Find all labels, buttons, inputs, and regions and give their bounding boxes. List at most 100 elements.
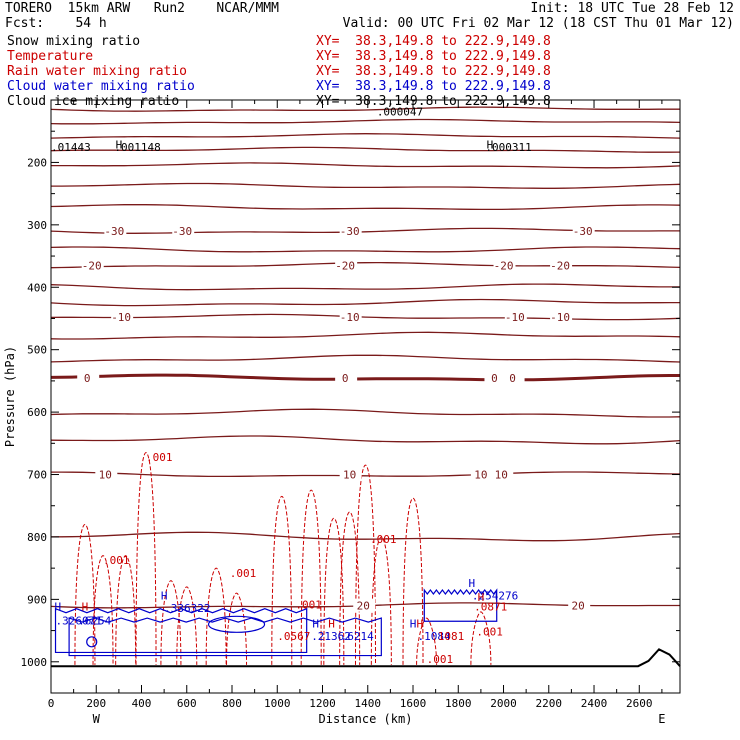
isotherm-label: -30	[573, 225, 593, 238]
isotherm-line	[50, 373, 680, 382]
cloud-contour	[68, 617, 382, 657]
cloud-contour	[423, 588, 498, 622]
rain-contours	[74, 452, 492, 665]
background-isotherms	[50, 106, 681, 542]
background-isotherm	[50, 408, 681, 418]
rain-contour	[205, 567, 227, 665]
y-tick-label: 200	[27, 156, 47, 169]
field-xy-snow: XY= 38.3,149.8 to 222.9,149.8	[316, 34, 551, 49]
x-tick-label: 600	[177, 697, 197, 710]
isotherm-label-bg	[353, 598, 376, 612]
snow-label: .000311	[485, 141, 531, 154]
isotherm-label-bg	[484, 370, 507, 384]
cloud-label: .21362	[311, 630, 351, 643]
x-tick-label: 200	[86, 697, 106, 710]
background-isotherm	[50, 435, 681, 445]
maximum-label: .0871	[474, 601, 507, 614]
field-label-cloud-ice: Cloud ice mixing ratio	[7, 94, 180, 109]
isotherm-line	[50, 261, 681, 269]
isotherm-label-bg	[339, 310, 362, 324]
high-marker: H	[54, 601, 61, 614]
cloud-label: .1084	[418, 630, 451, 643]
isotherm-label-bg	[550, 258, 573, 272]
snow-label: .01443	[51, 141, 91, 154]
isotherm-label-bg	[111, 310, 134, 324]
field-xy-cloud-water: XY= 38.3,149.8 to 222.9,149.8	[316, 79, 551, 94]
x-tick-label: 1600	[400, 697, 427, 710]
rain-contour	[370, 536, 392, 665]
field-xy-cloud-ice: XY= 38.3,149.8 to 222.9,149.8	[316, 94, 551, 109]
rain-contour	[402, 497, 424, 665]
isotherm-label: 10	[474, 469, 487, 482]
rain-contour	[300, 489, 322, 665]
x-tick-label: 1400	[355, 697, 382, 710]
isotherm-label: -10	[111, 311, 131, 324]
rain-label: .001	[230, 567, 257, 580]
cloud-label: .336322	[164, 602, 210, 615]
rain-label: .001	[146, 451, 173, 464]
high-marker: H	[487, 139, 494, 152]
x-tick-label: 800	[222, 697, 242, 710]
background-isotherm	[50, 354, 681, 363]
high-marker: H	[410, 617, 417, 630]
background-isotherm	[51, 162, 681, 169]
x-tick-label: 0	[48, 697, 55, 710]
high-marker: H	[161, 589, 168, 602]
rain-contour	[416, 617, 438, 665]
isotherm-label: -30	[340, 225, 360, 238]
terrain-line	[51, 648, 681, 668]
x-tick-label: 400	[132, 697, 152, 710]
background-isotherm	[50, 246, 681, 253]
snow-label: .000047	[377, 106, 423, 119]
isotherm-label: -20	[82, 259, 102, 272]
isotherm-label: -30	[104, 225, 124, 238]
isotherm-label-bg	[95, 467, 118, 481]
y-tick-label: 700	[27, 469, 47, 482]
field-label-snow: Snow mixing ratio	[7, 34, 141, 49]
y-tick-label: 900	[27, 593, 47, 606]
high-marker: H	[478, 591, 485, 604]
y-tick-label: 500	[27, 344, 47, 357]
rain-contour	[355, 464, 376, 665]
high-marker: H	[416, 617, 423, 630]
isotherm-label-bg	[81, 258, 104, 272]
rain-label: .001	[103, 554, 130, 567]
cloud-contour	[207, 615, 266, 633]
background-isotherm	[50, 331, 681, 340]
rain-contour	[339, 511, 361, 665]
y-tick-label: 300	[27, 219, 47, 232]
background-isotherm	[50, 283, 680, 291]
y-tick-label: 600	[27, 406, 47, 419]
high-marker: H	[116, 139, 123, 152]
rain-contour	[74, 523, 96, 665]
rain-contour	[92, 555, 114, 665]
forecast-hour: Fcst: 54 h	[5, 16, 107, 31]
cloud-label: .326071	[56, 614, 102, 627]
contour-labels: -30 -30 -30 -30-20 -20 -20 -20-10 -10 -10 -100 0 0 0…	[51, 106, 595, 666]
snow-label: .001148	[114, 141, 160, 154]
cloud-label: .6254	[78, 614, 111, 627]
isotherm-label: 20	[572, 600, 585, 613]
rain-contour	[323, 517, 345, 665]
field-xy-rain: XY= 38.3,149.8 to 222.9,149.8	[316, 64, 551, 79]
isotherm-label-bg	[572, 224, 595, 238]
isotherm-line	[50, 313, 681, 321]
high-marker: H	[469, 577, 476, 590]
y-tick-label: 400	[27, 281, 47, 294]
x-tick-label: 2400	[581, 697, 608, 710]
x-tick-label: 1800	[445, 697, 472, 710]
isotherm-label-bg	[568, 598, 591, 612]
cloud-contours	[54, 588, 498, 657]
background-isotherm	[51, 182, 681, 189]
isotherm-label-bg	[104, 224, 127, 238]
isotherm-label: -20	[550, 259, 570, 272]
east-label: E	[658, 712, 665, 726]
background-isotherm	[50, 118, 681, 125]
title-right: Init: 18 UTC Tue 28 Feb 12	[530, 1, 735, 16]
x-tick-label: 1000	[264, 697, 291, 710]
cloud-label: .254276	[472, 589, 518, 602]
y-axis-label: Pressure (hPa)	[3, 346, 17, 447]
rain-label: .001	[370, 533, 397, 546]
